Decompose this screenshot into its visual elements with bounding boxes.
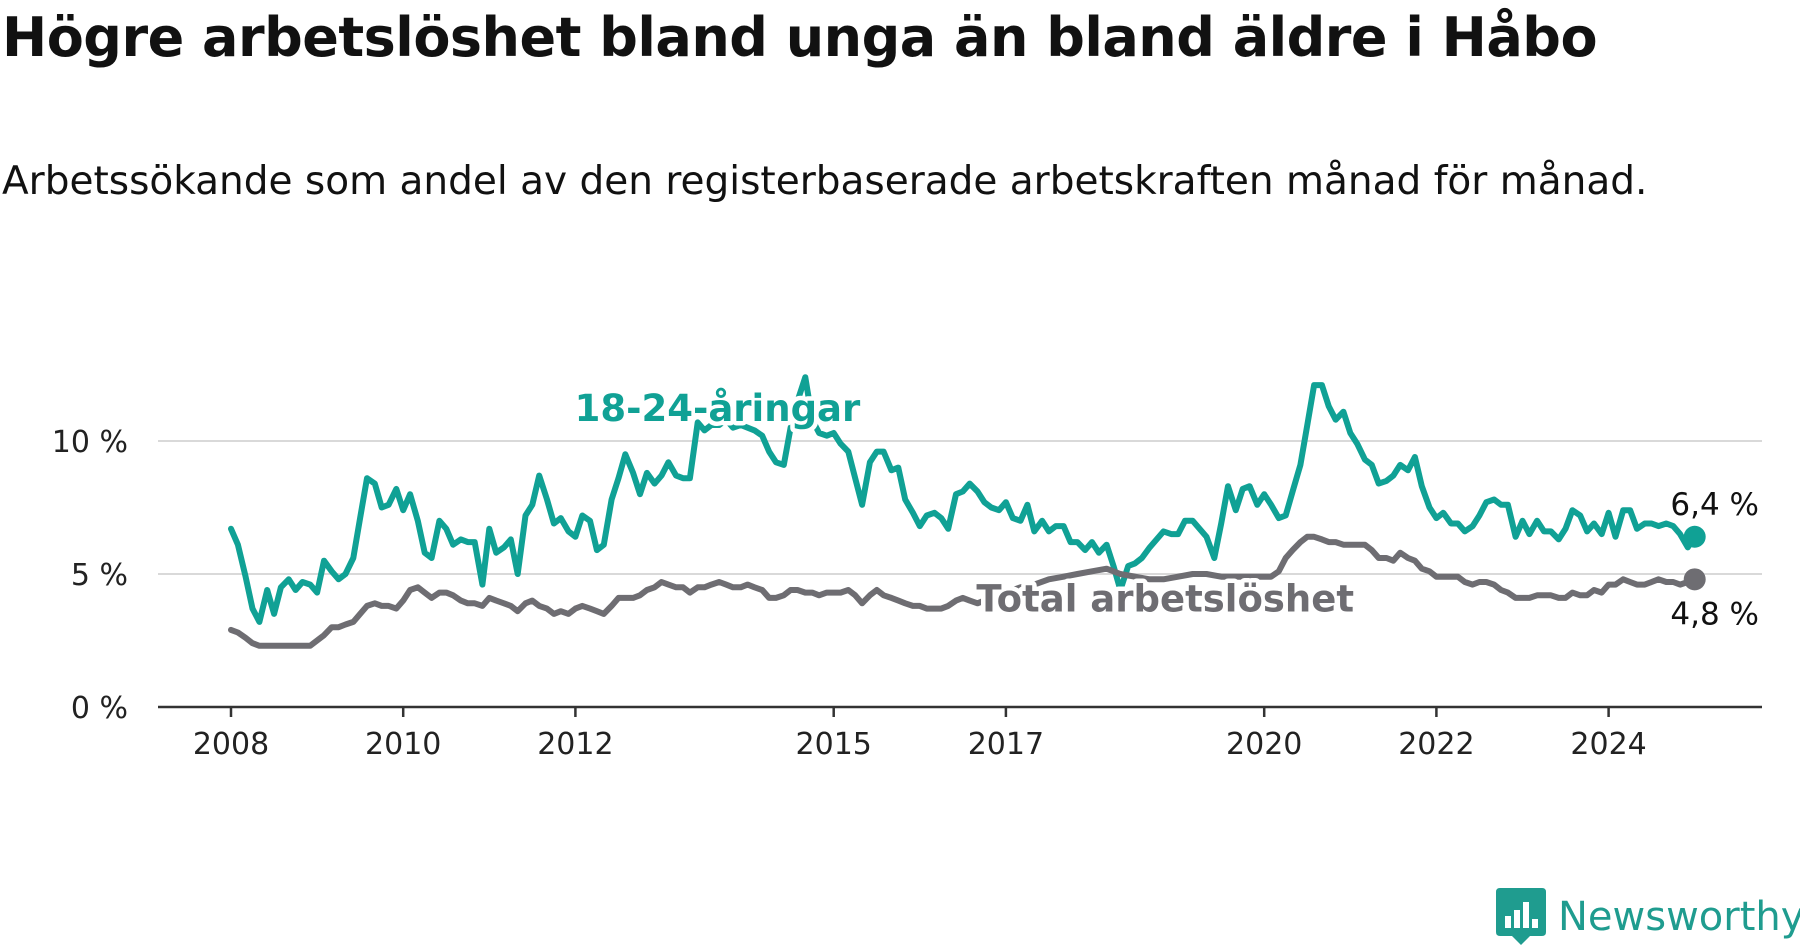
series-label-18-24: 18-24-åringar (575, 387, 861, 430)
y-tick-label: 10 % (52, 425, 128, 460)
end-label-18-24: 6,4 % (1670, 487, 1759, 523)
newsworthy-logo: Newsworthy (1496, 888, 1800, 946)
y-tick-label: 0 % (71, 691, 128, 726)
end-point-18-24 (1683, 525, 1706, 548)
x-tick-label: 2012 (537, 727, 613, 762)
x-tick-label: 2020 (1226, 727, 1302, 762)
series-line-18-24 (228, 374, 1698, 625)
x-tick-label: 2024 (1570, 727, 1646, 762)
series-line-total (228, 533, 1698, 649)
x-tick-label: 2015 (796, 727, 872, 762)
end-label-total: 4,8 % (1670, 596, 1759, 632)
chart-subtitle: Arbetssökande som andel av den registerb… (2, 159, 1648, 204)
series-label-total: Total arbetslöshet (976, 577, 1354, 620)
x-tick-label: 2008 (193, 727, 269, 762)
brand-name: Newsworthy (1558, 894, 1800, 940)
x-tick-label: 2010 (365, 727, 441, 762)
y-tick-label: 5 % (71, 558, 128, 593)
newsworthy-bar-chart-icon (1496, 888, 1546, 945)
chart-title: Högre arbetslöshet bland unga än bland ä… (2, 6, 1598, 69)
x-tick-label: 2022 (1398, 727, 1474, 762)
x-tick-label: 2017 (968, 727, 1044, 762)
end-point-total (1683, 568, 1706, 591)
